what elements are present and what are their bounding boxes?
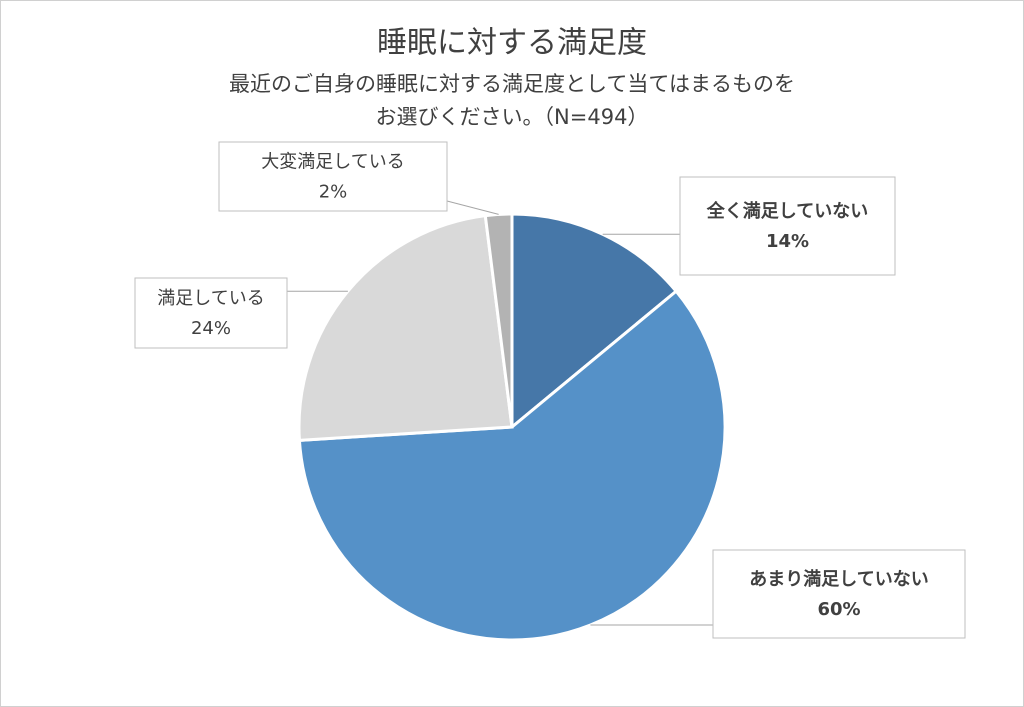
label-box xyxy=(712,549,966,639)
label-box xyxy=(218,141,448,212)
pie-slice xyxy=(483,212,514,428)
category-label: 全く満足していない xyxy=(706,200,868,222)
value-label: 2% xyxy=(319,182,348,203)
category-label: あまり満足していない xyxy=(749,568,928,590)
pie-slice xyxy=(510,212,679,431)
value-label: 24% xyxy=(191,318,231,339)
category-label: 大変満足している xyxy=(261,152,404,173)
value-label: 14% xyxy=(766,231,809,252)
label-box xyxy=(679,176,896,276)
category-label: 満足している xyxy=(157,288,264,309)
pie-slice xyxy=(297,214,514,442)
label-box xyxy=(134,277,288,349)
chart-subtitle: お選びください。（N=494） xyxy=(376,105,649,129)
pie-slice xyxy=(297,289,727,642)
chart-title: 睡眠に対する満足度 xyxy=(377,26,647,61)
value-label: 60% xyxy=(817,599,860,620)
chart-subtitle: 最近のご自身の睡眠に対する満足度として当てはまるものを xyxy=(229,72,795,96)
leader-line xyxy=(446,200,499,215)
